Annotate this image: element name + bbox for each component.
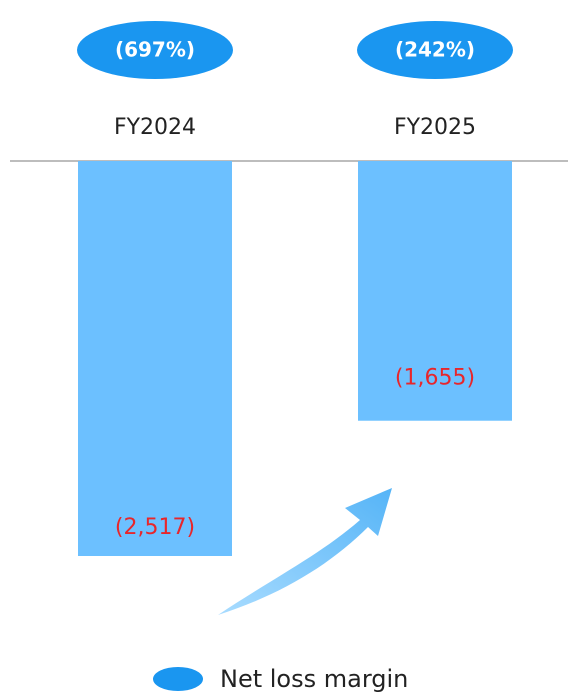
legend-marker [153,667,203,691]
margin-marker [357,21,513,79]
bar [78,161,232,556]
value-label: (1,655) [395,366,475,391]
legend-label: Net loss margin [220,665,408,693]
x-tick-label: FY2024 [114,115,196,140]
margin-label: (697%) [115,38,195,62]
margin-label: (242%) [395,38,475,62]
value-label: (2,517) [115,515,195,540]
margin-marker [77,21,233,79]
x-tick-label: FY2025 [394,115,476,140]
trend-arrow [218,488,392,615]
bar [358,161,512,421]
